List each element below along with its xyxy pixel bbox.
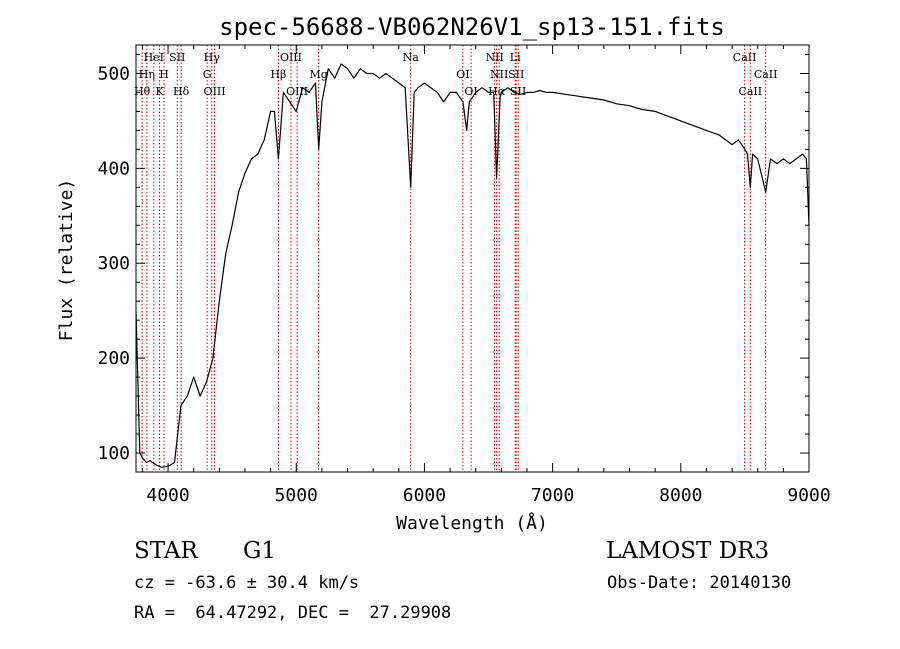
x-tick-label: 6000	[403, 485, 446, 506]
x-axis: 4000 5000 6000 7000 8000 9000	[141, 45, 831, 506]
y-tick-label: 100	[97, 443, 130, 464]
object-class: STAR	[134, 538, 198, 564]
line-marker-label: Hγ	[204, 51, 221, 64]
emission-line-markers: HθHηHeIKHSIIHδGHγOIIIHβOIIIOIIIMgNaOIOIN…	[134, 45, 778, 472]
x-tick-label: 9000	[787, 485, 830, 506]
line-marker-label: CaII	[733, 51, 757, 64]
chart-title: spec-56688-VB062N26V1_sp13-151.fits	[219, 13, 725, 41]
observation-date: Obs-Date: 20140130	[607, 573, 792, 593]
x-tick-label: 5000	[275, 485, 318, 506]
y-tick-label: 200	[97, 348, 130, 369]
redshift-velocity: cz = -63.6 ± 30.4 km/s	[134, 573, 360, 593]
line-marker-label: OIII	[204, 85, 226, 98]
line-marker-label: Hθ	[134, 85, 151, 98]
y-tick-label: 300	[97, 253, 130, 274]
x-tick-label: 4000	[146, 485, 189, 506]
y-axis-label: Flux (relative)	[56, 179, 77, 342]
y-tick-label: 400	[97, 158, 130, 179]
line-marker-label: NII	[490, 68, 508, 81]
x-tick-label: 7000	[531, 485, 574, 506]
line-marker-label: K	[155, 85, 164, 98]
y-tick-label: 500	[97, 63, 130, 84]
line-marker-label: G	[203, 68, 212, 81]
line-marker-label: Li	[510, 51, 521, 64]
line-marker-label: CaII	[738, 85, 762, 98]
line-marker-label: NII	[486, 51, 504, 64]
line-marker-label: Hη	[139, 68, 155, 81]
ra-dec-coordinates: RA = 64.47292, DEC = 27.29908	[134, 603, 452, 623]
line-marker-label: SII	[510, 85, 526, 98]
spectrum-line	[135, 63, 810, 468]
line-marker-label: Mg	[310, 68, 328, 81]
object-subclass: G1	[243, 538, 277, 564]
line-marker-label: H	[159, 68, 169, 81]
line-marker-label: OIII	[280, 51, 302, 64]
line-marker-label: OI	[464, 85, 477, 98]
plot-frame	[135, 44, 810, 473]
line-marker-label: Na	[403, 51, 420, 64]
line-marker-label: Hβ	[270, 68, 286, 81]
line-marker-label: SII	[169, 51, 185, 64]
line-marker-label: OI	[456, 68, 469, 81]
line-marker-label: HeI	[144, 51, 164, 64]
y-axis: 100 200 300 400 500	[97, 53, 809, 464]
line-marker-label: SII	[508, 68, 524, 81]
line-marker-label: OIII	[286, 85, 308, 98]
x-tick-label: 8000	[659, 485, 702, 506]
x-axis-label: Wavelength (Å)	[396, 512, 548, 534]
line-marker-label: Hδ	[173, 85, 190, 98]
line-marker-label: CaII	[754, 68, 778, 81]
survey-name: LAMOST DR3	[606, 538, 770, 564]
